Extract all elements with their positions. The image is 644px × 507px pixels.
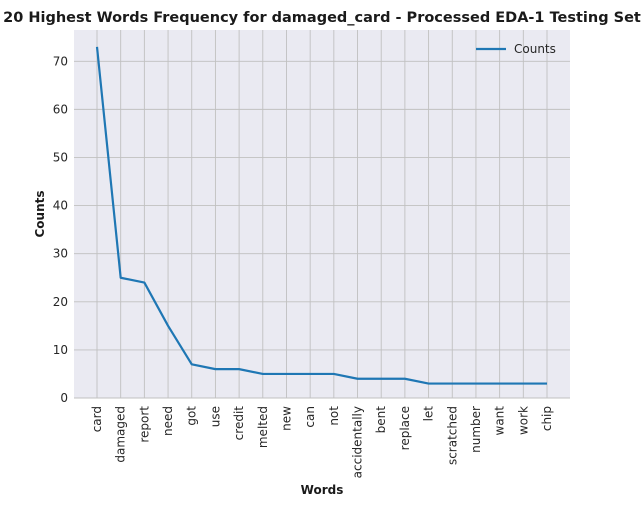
x-axis-label: Words — [301, 483, 344, 497]
chart-title: 20 Highest Words Frequency for damaged_c… — [3, 10, 641, 26]
x-tick-label: replace — [398, 406, 412, 450]
x-tick-label: use — [208, 406, 222, 427]
y-tick-label: 70 — [53, 54, 68, 68]
x-tick-label: not — [327, 406, 341, 426]
x-gridlines — [96, 30, 548, 398]
x-tick-label: work — [516, 406, 530, 435]
plot-area — [74, 30, 570, 398]
x-axis-ticks: card damaged report need got use credit melted n… — [90, 406, 554, 479]
y-tick-label: 50 — [53, 150, 68, 164]
y-gridlines — [74, 60, 570, 399]
y-axis-ticks: 0 10 20 30 40 50 60 70 — [53, 54, 68, 405]
y-tick-label: 20 — [53, 295, 68, 309]
y-axis-label: Counts — [33, 190, 47, 237]
x-tick-label: chip — [540, 406, 554, 431]
x-tick-label: let — [422, 406, 436, 422]
x-tick-label: want — [493, 406, 507, 436]
x-tick-label: card — [90, 406, 104, 432]
legend: Counts — [476, 42, 556, 56]
x-tick-label: report — [137, 406, 151, 443]
y-tick-label: 0 — [60, 391, 68, 405]
y-tick-label: 60 — [53, 102, 68, 116]
legend-label-counts: Counts — [514, 42, 556, 56]
y-tick-label: 40 — [53, 199, 68, 213]
x-tick-label: need — [161, 406, 175, 436]
series-line-counts — [95, 46, 547, 385]
x-tick-label: number — [469, 406, 483, 453]
x-tick-label: accidentally — [351, 406, 365, 478]
x-tick-label: scratched — [445, 406, 459, 465]
x-tick-label: got — [185, 406, 199, 426]
y-tick-label: 10 — [53, 343, 68, 357]
x-tick-label: bent — [374, 406, 388, 434]
x-tick-label: can — [303, 406, 317, 428]
x-tick-label: melted — [256, 406, 270, 448]
y-tick-label: 30 — [53, 247, 68, 261]
x-tick-label: damaged — [114, 406, 128, 463]
x-tick-label: credit — [232, 406, 246, 441]
x-tick-label: new — [279, 406, 293, 431]
